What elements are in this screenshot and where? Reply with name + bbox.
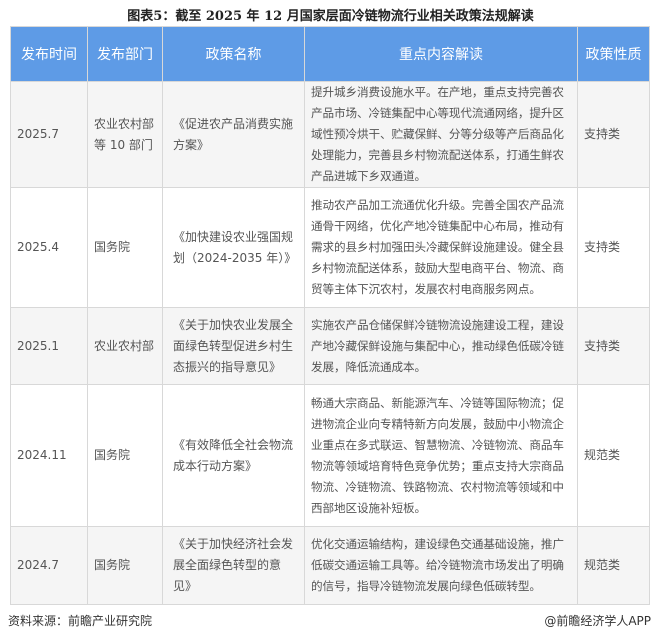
policy-name-cell: 《关于加快农业发展全面绿色转型促进乡村生态振兴的指导意见》 — [162, 307, 305, 385]
content-cell: 推动农产品加工流通优化升级。完善全国农产品流通骨干网络，优化产地冷链集配中心布局… — [304, 187, 578, 308]
header-row: 发布时间 发布部门 政策名称 重点内容解读 政策性质 — [10, 26, 650, 82]
policy-type-cell: 支持类 — [577, 307, 650, 385]
dept-cell: 国务院 — [87, 526, 163, 605]
table-row: 2024.7 国务院 《关于加快经济社会发展全面绿色转型的意见》 优化交通运输结构，建… — [10, 526, 650, 605]
dept-cell: 国务院 — [87, 384, 163, 527]
policy-table: 发布时间 发布部门 政策名称 重点内容解读 政策性质 2025.7 农业农村部等 … — [10, 26, 650, 605]
policy-type-cell: 支持类 — [577, 187, 650, 308]
dept-cell: 农业农村部等 10 部门 — [87, 81, 163, 188]
content-cell: 提升城乡消费设施水平。在产地，重点支持完善农产品市场、冷链集配中心等现代流通网络… — [304, 81, 578, 188]
table-row: 2025.1 农业农村部 《关于加快农业发展全面绿色转型促进乡村生态振兴的指导意见》… — [10, 307, 650, 385]
date-cell: 2025.4 — [10, 187, 88, 308]
content-cell: 畅通大宗商品、新能源汽车、冷链等国际物流；促进物流企业向专精特新方向发展，鼓励中… — [304, 384, 578, 527]
col-header-content: 重点内容解读 — [304, 26, 578, 82]
policy-type-cell: 支持类 — [577, 81, 650, 188]
policy-type-cell: 规范类 — [577, 384, 650, 527]
date-cell: 2024.7 — [10, 526, 88, 605]
dept-cell: 国务院 — [87, 187, 163, 308]
source-note: 资料来源：前瞻产业研究院 — [8, 614, 153, 628]
dept-cell: 农业农村部 — [87, 307, 163, 385]
col-header-date: 发布时间 — [10, 26, 88, 82]
col-header-dept: 发布部门 — [87, 26, 163, 82]
col-header-name: 政策名称 — [162, 26, 305, 82]
table-title: 图表5：截至 2025 年 12 月国家层面冷链物流行业相关政策法规解读 — [127, 9, 534, 24]
col-header-type: 政策性质 — [577, 26, 650, 82]
table-row: 2025.7 农业农村部等 10 部门 《促进农产品消费实施方案》 提升城乡消费设施水… — [10, 81, 650, 188]
date-cell: 2024.11 — [10, 384, 88, 527]
brand-credit: @前瞻经济学人APP — [544, 614, 651, 628]
policy-name-cell: 《关于加快经济社会发展全面绿色转型的意见》 — [162, 526, 305, 605]
policy-name-cell: 《加快建设农业强国规划（2024-2035 年）》 — [162, 187, 305, 308]
policy-type-cell: 规范类 — [577, 526, 650, 605]
date-cell: 2025.1 — [10, 307, 88, 385]
table-row: 2025.4 国务院 《加快建设农业强国规划（2024-2035 年）》 推动农产品加… — [10, 187, 650, 308]
content-cell: 优化交通运输结构，建设绿色交通基础设施，推广低碳交通运输工具等。给冷链物流市场发… — [304, 526, 578, 605]
policy-name-cell: 《促进农产品消费实施方案》 — [162, 81, 305, 188]
policy-name-cell: 《有效降低全社会物流成本行动方案》 — [162, 384, 305, 527]
date-cell: 2025.7 — [10, 81, 88, 188]
table-row: 2024.11 国务院 《有效降低全社会物流成本行动方案》 畅通大宗商品、新能源汽车、… — [10, 384, 650, 527]
content-cell: 实施农产品仓储保鲜冷链物流设施建设工程，建设产地冷藏保鲜设施与集配中心，推动绿色… — [304, 307, 578, 385]
